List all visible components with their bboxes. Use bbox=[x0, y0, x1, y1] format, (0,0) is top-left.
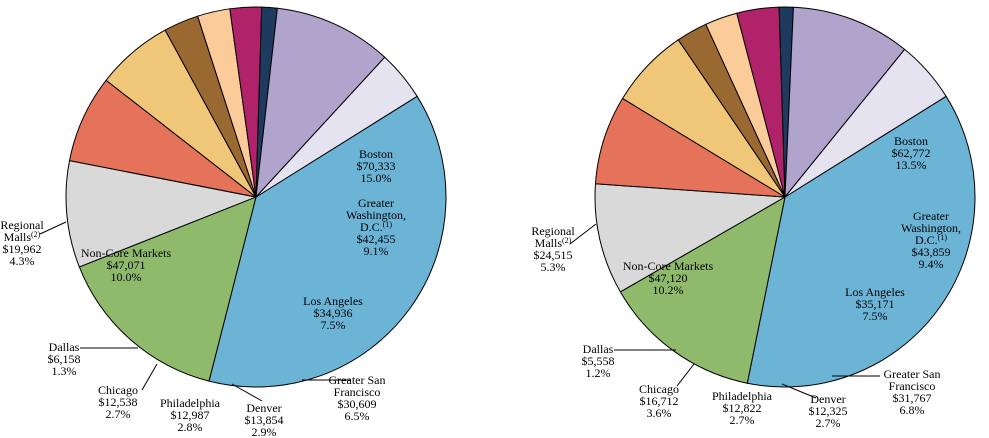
pie-slice-greater-new-york-city bbox=[208, 95, 447, 388]
slice-label-los-angeles: Los Angeles $35,171 7.5% bbox=[845, 285, 905, 323]
pie-slice-non-core-markets bbox=[784, 6, 906, 199]
pie-slice-greater-washington-d-c bbox=[594, 183, 787, 293]
pie-chart-right: Greater New YorkCity$172,35937.1%Boston$… bbox=[531, 6, 976, 430]
slice-label-philadelphia: Philadelphia $12,822 2.7% bbox=[712, 389, 773, 427]
slice-label-chicago: Chicago $16,712 3.6% bbox=[639, 382, 679, 420]
slice-label-regional-malls: Regional Malls(2) $19,962 4.3% bbox=[0, 218, 44, 268]
slice-label-dallas: Dallas $6,158 1.3% bbox=[48, 340, 81, 378]
pie-slice-boston bbox=[619, 196, 786, 384]
pie-slice-greater-new-york-city bbox=[746, 95, 976, 388]
pie-slice-regional-malls bbox=[784, 48, 947, 198]
slice-label-philadelphia: Philadelphia $12,987 2.8% bbox=[160, 396, 221, 434]
leader-line-denver bbox=[781, 383, 817, 399]
slice-label-dallas: Dallas $5,558 1.2% bbox=[582, 342, 615, 380]
slice-label-denver: Denver $13,854 2.9% bbox=[245, 401, 284, 438]
slice-label-los-angeles: Los Angeles $34,936 7.5% bbox=[303, 294, 363, 332]
pie-slice-non-core-markets bbox=[255, 7, 386, 199]
leader-line-denver bbox=[231, 383, 263, 402]
slice-label-non-core-markets: Non-Core Markets $47,120 10.2% bbox=[623, 259, 714, 297]
pie-chart-left: Greater New YorkCity$177,28937.9%Boston$… bbox=[0, 6, 447, 438]
slice-label-greater-san-francisco: Greater San Francisco $30,609 6.5% bbox=[329, 373, 386, 423]
slice-label-non-core-markets: Non-Core Markets $47,071 10.0% bbox=[81, 246, 172, 284]
leader-line-regional-malls bbox=[39, 221, 67, 235]
leader-line-chicago bbox=[141, 363, 158, 391]
slice-label-boston: Boston $70,333 15.0% bbox=[357, 147, 396, 185]
slice-label-boston: Boston $62,772 13.5% bbox=[892, 134, 931, 172]
leader-line-chicago bbox=[676, 363, 695, 387]
slice-label-greater-san-francisco: Greater San Francisco $31,767 6.8% bbox=[884, 367, 941, 417]
slice-label-greater-washington-d-c: Greater Washington, D.C.(1) $43,859 9.4% bbox=[901, 209, 961, 271]
leader-line-regional-malls bbox=[569, 223, 597, 245]
pie-slice-boston bbox=[78, 196, 257, 382]
slice-label-regional-malls: Regional Malls(2) $24,515 5.3% bbox=[531, 224, 575, 274]
slice-label-chicago: Chicago $12,538 2.7% bbox=[98, 383, 138, 421]
pie-slice-greater-washington-d-c bbox=[65, 160, 258, 268]
pie-slice-regional-malls bbox=[255, 56, 418, 198]
slice-label-greater-washington-d-c: Greater Washington, D.C.(1) $42,455 9.1% bbox=[346, 196, 406, 258]
slice-label-denver: Denver $12,325 2.7% bbox=[809, 392, 848, 430]
